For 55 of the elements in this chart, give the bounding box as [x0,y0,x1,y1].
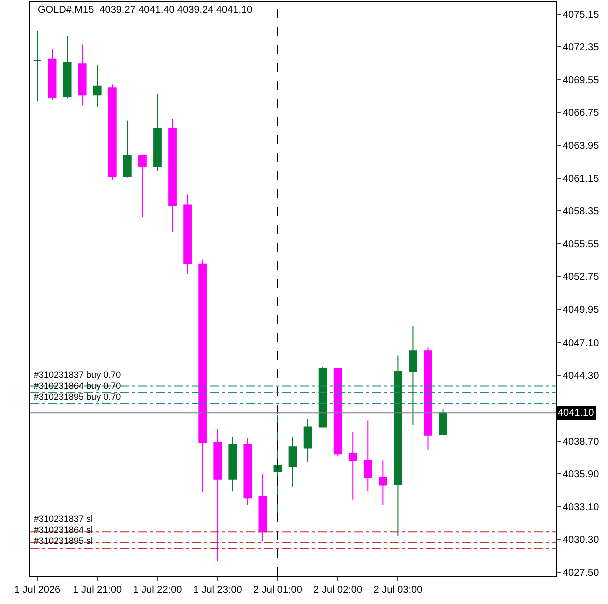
candlestick [93,64,102,108]
y-tick-label: 4063.95 [563,141,600,152]
candlestick [214,428,222,562]
candlestick [168,118,177,233]
x-tick-label: 2 Jul 02:00 [314,585,363,596]
y-tick-label: 4035.90 [563,470,600,481]
candlestick [394,355,402,537]
candlestick [288,436,298,488]
y-tick-label: 4055.55 [563,239,600,250]
y-tick-label: 4027.50 [563,568,600,579]
candlestick [228,436,238,492]
candlestick [334,368,342,458]
y-tick-label: 4061.15 [563,174,600,185]
candlestick [138,156,147,218]
candlestick [198,259,208,493]
chart-title: GOLD#,M15 4039.27 4041.40 4039.24 4041.10 [38,5,254,16]
candlestick [108,84,117,181]
y-tick-label: 4038.70 [563,436,600,448]
ref-line-label: 4041.10 [558,408,595,419]
candlestick [78,44,87,106]
y-tick-label: 4030.30 [563,535,600,546]
y-tick-label: 4047.10 [563,338,600,350]
y-tick-label: 4069.55 [563,75,600,86]
x-tick-label: 1 Jul 21:00 [73,585,123,596]
candlestick [409,326,418,426]
candlestick [378,460,388,506]
y-tick-label: 4075.15 [563,10,600,21]
candlestick [124,120,132,178]
y-tick-label: 4072.35 [563,42,600,54]
y-tick-label: 4052.75 [563,272,600,284]
candlestick [244,438,252,506]
x-tick-label: 1 Jul 22:00 [133,585,183,596]
x-tick-label: 2 Jul 01:00 [254,585,303,596]
candlestick [258,474,268,542]
y-tick-label: 4033.10 [563,502,600,514]
x-tick-label: 1 Jul 2026 [14,585,62,596]
candlestick [63,35,72,100]
candlestick [364,420,372,492]
candlestick [304,418,312,463]
candlestick [439,409,448,436]
candlestick [348,432,358,500]
y-tick-label: 4049.95 [563,305,600,316]
candlestick [424,347,432,451]
candlestick [48,48,57,101]
y-tick-label: 4058.35 [563,206,600,218]
ref-line-label: #310231837 sl [34,514,94,524]
x-tick-label: 2 Jul 03:00 [374,585,424,596]
ref-line-label: #310231837 buy 0.70 [34,370,122,380]
y-tick-label: 4066.75 [563,108,600,120]
candlestick [184,194,192,275]
y-tick-label: 4044.30 [563,371,600,382]
candlestick [33,30,42,102]
ref-line-label: #310231895 buy 0.70 [34,392,122,402]
x-tick-label: 1 Jul 23:00 [193,585,243,596]
candlestick [154,94,162,172]
